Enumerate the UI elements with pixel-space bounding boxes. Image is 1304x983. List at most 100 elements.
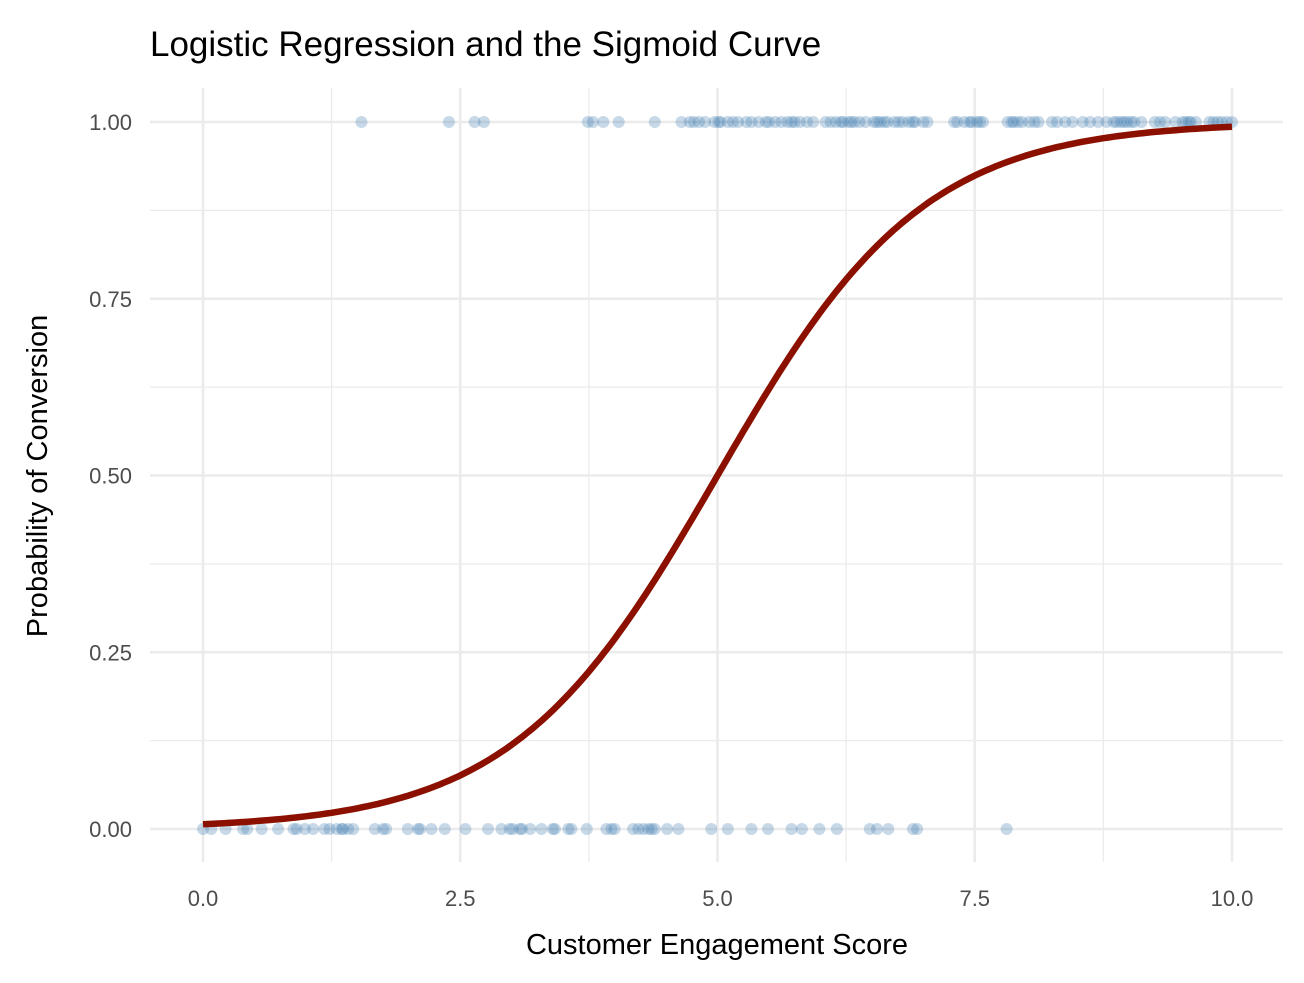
- data-point: [1125, 116, 1138, 128]
- data-point: [580, 823, 593, 835]
- major-gridlines: [150, 88, 1283, 862]
- y-axis-title: Probability of Conversion: [22, 315, 54, 637]
- data-point: [1083, 116, 1096, 128]
- data-point: [683, 116, 696, 128]
- data-point: [342, 823, 355, 835]
- data-point: [708, 116, 721, 128]
- x-tick-label: 5.0: [702, 886, 733, 911]
- data-point: [881, 116, 894, 128]
- data-point: [608, 823, 621, 835]
- data-point: [1179, 116, 1192, 128]
- data-point: [1059, 116, 1072, 128]
- data-point: [769, 116, 782, 128]
- data-point: [645, 823, 658, 835]
- data-point: [548, 823, 561, 835]
- data-point: [642, 823, 655, 835]
- data-point: [524, 823, 537, 835]
- data-point: [330, 823, 343, 835]
- data-point: [307, 823, 320, 835]
- y-tick-label: 1.00: [89, 110, 132, 135]
- data-point: [1032, 116, 1045, 128]
- chart-title: Logistic Regression and the Sigmoid Curv…: [150, 25, 821, 64]
- data-point: [740, 116, 753, 128]
- data-point: [503, 823, 516, 835]
- data-point: [963, 116, 976, 128]
- data-point: [807, 116, 820, 128]
- data-point: [874, 116, 887, 128]
- data-point: [1121, 116, 1134, 128]
- data-point: [495, 823, 508, 835]
- data-point: [323, 823, 336, 835]
- data-point: [648, 823, 661, 835]
- data-point: [627, 823, 640, 835]
- data-point: [1148, 116, 1161, 128]
- data-point: [1092, 116, 1105, 128]
- data-point: [459, 823, 472, 835]
- x-tick-labels: 0.0 2.5 5.0 7.5 10.0: [188, 886, 1254, 911]
- data-point: [513, 823, 526, 835]
- y-tick-labels: 0.00 0.25 0.50 0.75 1.00: [89, 110, 132, 842]
- data-point: [907, 116, 920, 128]
- data-point: [438, 823, 451, 835]
- data-point: [909, 116, 922, 128]
- data-point: [965, 116, 978, 128]
- data-point: [775, 116, 788, 128]
- y-tick-label: 0.75: [89, 287, 132, 312]
- data-point: [1005, 116, 1018, 128]
- data-point: [336, 823, 349, 835]
- data-point: [318, 823, 331, 835]
- data-point: [853, 116, 866, 128]
- data-point: [1184, 116, 1197, 128]
- data-point: [745, 116, 758, 128]
- data-point: [272, 823, 285, 835]
- data-point: [661, 823, 674, 835]
- data-point: [896, 116, 909, 128]
- y-tick-label: 0.25: [89, 640, 132, 665]
- data-point: [412, 823, 425, 835]
- data-point: [699, 116, 712, 128]
- data-point: [287, 823, 300, 835]
- data-point: [414, 823, 427, 835]
- data-point: [892, 116, 905, 128]
- data-point: [1176, 116, 1189, 128]
- data-point: [842, 116, 855, 128]
- data-point: [958, 116, 971, 128]
- data-point: [762, 116, 775, 128]
- data-point: [745, 823, 758, 835]
- data-point: [237, 823, 250, 835]
- data-point: [586, 116, 599, 128]
- data-point: [675, 116, 688, 128]
- data-point: [837, 116, 850, 128]
- data-point: [442, 116, 455, 128]
- data-point: [672, 823, 685, 835]
- data-point: [1100, 116, 1113, 128]
- data-point: [870, 116, 883, 128]
- data-point: [692, 116, 705, 128]
- data-point: [1182, 116, 1195, 128]
- data-point: [347, 823, 360, 835]
- data-point: [597, 116, 610, 128]
- x-tick-label: 10.0: [1211, 886, 1254, 911]
- data-point: [819, 116, 832, 128]
- data-point: [1001, 116, 1014, 128]
- data-point: [377, 823, 390, 835]
- data-point: [1023, 116, 1036, 128]
- data-point: [1117, 116, 1130, 128]
- data-point: [648, 116, 661, 128]
- data-point: [1107, 116, 1120, 128]
- data-point: [781, 116, 794, 128]
- data-point: [1114, 116, 1127, 128]
- data-point: [948, 116, 961, 128]
- data-point: [401, 823, 414, 835]
- data-point: [907, 823, 920, 835]
- data-point: [506, 823, 519, 835]
- data-point: [368, 823, 381, 835]
- data-point: [917, 116, 930, 128]
- data-point: [612, 116, 625, 128]
- data-point: [721, 823, 734, 835]
- data-point: [380, 823, 393, 835]
- data-point: [976, 116, 989, 128]
- data-point: [468, 116, 481, 128]
- data-point: [902, 116, 915, 128]
